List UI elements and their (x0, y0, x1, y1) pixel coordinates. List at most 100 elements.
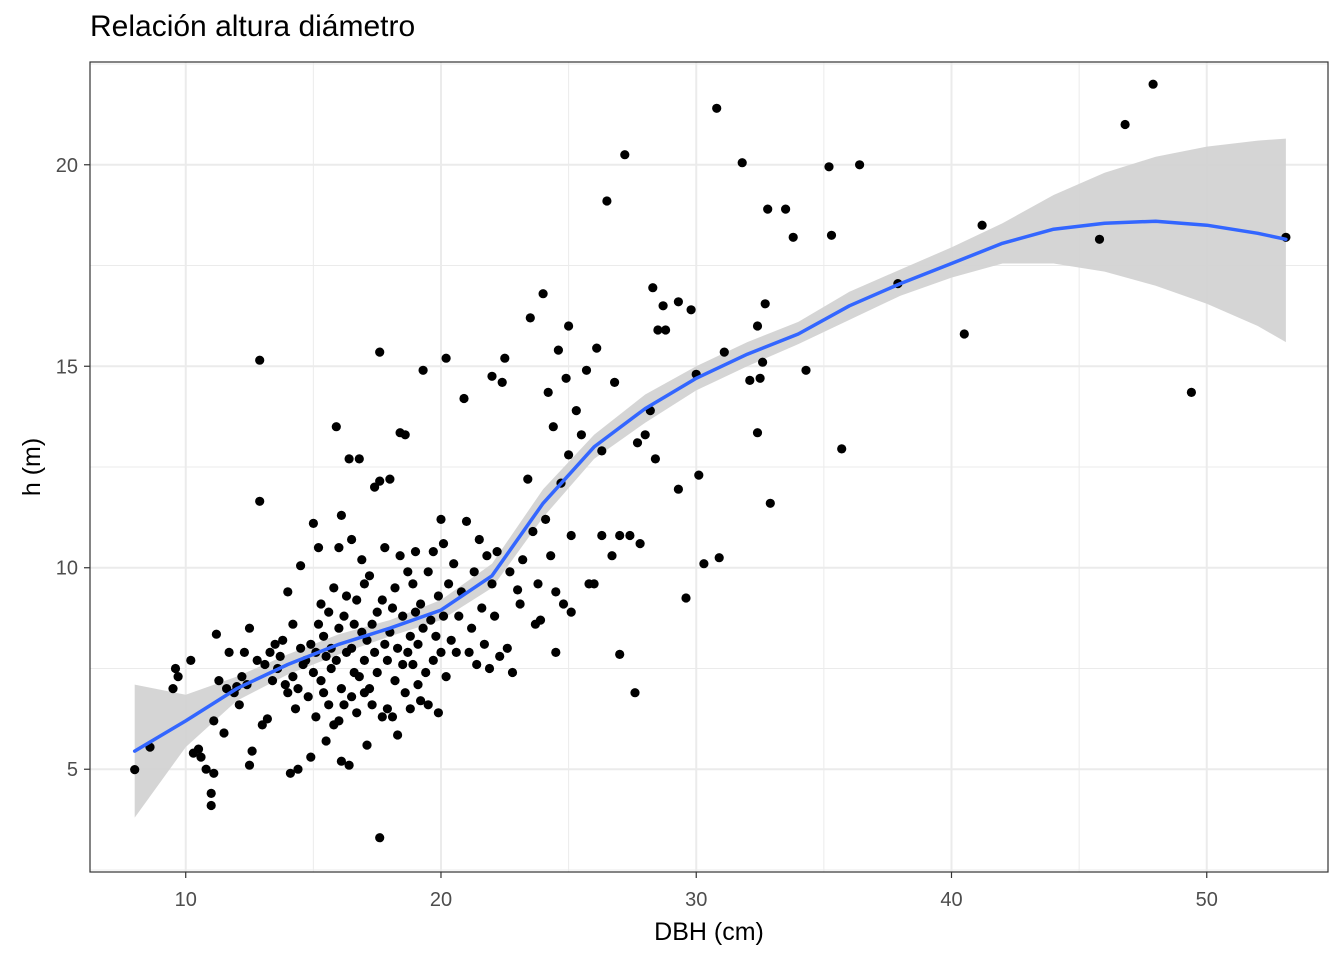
data-point (362, 740, 372, 750)
data-point (283, 688, 293, 698)
data-point (446, 635, 456, 645)
data-point (209, 768, 219, 778)
data-point (186, 655, 196, 666)
data-point (479, 639, 489, 649)
data-point (296, 643, 306, 653)
data-point (319, 688, 329, 698)
data-point (444, 579, 454, 589)
data-point (403, 567, 413, 577)
data-point (482, 551, 492, 561)
data-point (130, 765, 140, 775)
data-point (410, 547, 421, 557)
data-point (597, 446, 607, 456)
data-point (364, 684, 375, 694)
data-point (375, 347, 385, 357)
data-point (168, 684, 178, 694)
data-point (566, 530, 576, 541)
data-point (441, 672, 451, 682)
x-tick-label: 40 (940, 889, 962, 911)
data-point (752, 428, 763, 438)
data-point (375, 833, 385, 843)
chart-title: Relación altura diámetro (90, 10, 416, 43)
data-point (359, 579, 369, 589)
y-tick-label: 5 (67, 759, 78, 781)
data-point (418, 623, 428, 633)
data-point (635, 539, 645, 549)
data-point (553, 345, 564, 355)
x-tick-label: 30 (685, 889, 707, 911)
data-point (387, 712, 398, 722)
data-point (347, 643, 357, 653)
data-point (492, 547, 502, 557)
data-point (398, 611, 408, 621)
data-point (610, 377, 620, 387)
data-point (209, 716, 219, 726)
data-point (252, 655, 262, 666)
data-point (206, 800, 216, 811)
data-point (380, 639, 390, 649)
data-point (515, 599, 525, 609)
data-point (824, 162, 834, 172)
data-point (275, 651, 285, 662)
data-point (472, 659, 482, 670)
data-point (487, 579, 497, 589)
data-point (737, 158, 747, 168)
data-point (370, 647, 380, 658)
data-point (347, 692, 357, 702)
data-point (745, 375, 755, 385)
data-point (303, 692, 313, 702)
data-point (495, 651, 505, 662)
data-point (336, 756, 346, 766)
data-point (344, 454, 354, 464)
data-point (571, 406, 581, 416)
data-point (681, 593, 691, 603)
data-point (382, 655, 392, 666)
data-point (449, 559, 459, 569)
data-point (421, 667, 431, 678)
data-point (500, 353, 510, 363)
data-point (548, 422, 558, 432)
data-point (280, 680, 290, 690)
data-point (760, 299, 770, 309)
data-point (390, 583, 400, 593)
data-point (375, 476, 385, 486)
data-point (431, 631, 441, 641)
data-point (283, 587, 293, 597)
data-point (339, 611, 349, 621)
data-point (237, 672, 247, 682)
data-point (211, 629, 221, 639)
data-point (416, 599, 426, 609)
data-point (321, 736, 331, 746)
data-point (474, 534, 484, 545)
data-point (438, 611, 449, 621)
data-point (239, 647, 249, 658)
data-point (196, 752, 206, 762)
data-point (436, 647, 446, 658)
data-point (359, 655, 369, 666)
data-point (214, 676, 224, 686)
data-point (620, 150, 630, 160)
data-point (370, 482, 380, 492)
data-point (270, 639, 280, 649)
data-point (410, 607, 421, 617)
data-point (464, 647, 474, 658)
data-point (423, 567, 433, 577)
data-point (615, 649, 625, 660)
data-point (385, 474, 395, 484)
data-point (336, 684, 346, 694)
data-point (285, 768, 295, 778)
data-point (255, 496, 265, 506)
y-tick-label: 20 (56, 155, 78, 177)
scatter-points (130, 79, 1291, 843)
data-point (607, 551, 617, 561)
data-point (339, 700, 349, 710)
y-tick-label: 15 (56, 356, 78, 378)
data-point (334, 543, 344, 553)
data-point (551, 587, 561, 597)
data-point (416, 696, 426, 706)
data-point (581, 365, 592, 375)
data-point (788, 232, 798, 242)
data-point (244, 760, 255, 770)
data-point (433, 708, 443, 718)
y-axis-ticks: 5 10 15 20 (56, 155, 90, 781)
